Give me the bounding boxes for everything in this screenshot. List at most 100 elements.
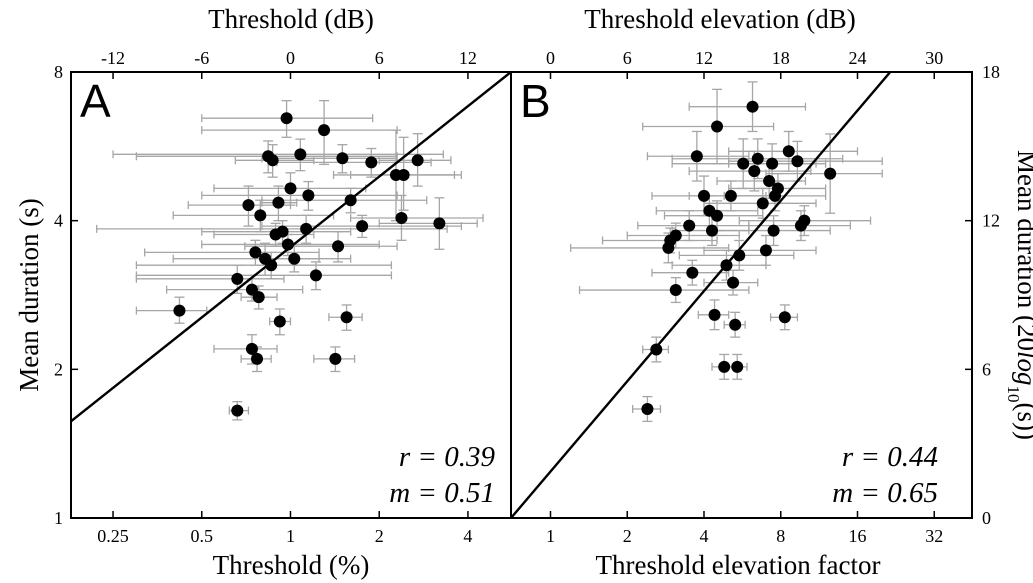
panel-a-top-axis-label: Threshold (dB) [208,4,374,34]
panel-b-top-tick-label-5: 24 [848,48,866,68]
panel-b-point-35 [782,145,795,158]
panel-a-errorbar-6 [213,334,278,365]
panel-a-point-4 [242,199,255,212]
panel-b-letter: B [520,75,551,127]
panel-b-point-19 [727,276,740,289]
panel-b-top-axis-label: Threshold elevation (dB) [584,4,855,34]
panel-b-point-34 [778,311,791,324]
panel-a-point-24 [300,222,313,235]
panel-b-top-tick-label-6: 30 [925,48,943,68]
panel-b-point-7 [683,219,696,232]
panel-a-point-21 [284,182,297,195]
panel-a-point-27 [318,124,331,137]
panel-b-point-21 [731,360,744,373]
panel-b-x-tick-label-4: 8 [776,526,785,546]
panel-b-frame [510,71,973,519]
panel-b-x-tick-label-3: 4 [699,526,708,546]
panel-b-point-23 [737,157,750,170]
panel-a-y-axis-label: Mean duration (s) [14,198,44,391]
panel-b-point-26 [751,152,764,165]
panel-b-top-tick-label-4: 18 [772,48,790,68]
panel-b-errorbar-39 [765,133,883,214]
panel-b-y-tick-label-3: 12 [982,211,1000,231]
panel-a-errorbar-39 [378,197,478,250]
panel-b-point-6 [669,229,682,242]
panel-b-point-25 [748,165,761,178]
panel-a-point-2 [231,404,244,417]
panel-a-x-tick-label-4: 2 [375,526,384,546]
panel-b-errorbar-3 [570,232,730,264]
panel-a-x-tick-label-3: 1 [286,526,295,546]
panel-a-point-17 [273,315,286,328]
panel-a-x-tick-label-1: 0.25 [97,526,129,546]
panel-a-point-9 [252,291,265,304]
panel-a-y-tick-label-4: 8 [54,62,63,82]
panel-a-point-16 [272,196,285,209]
panel-b-point-17 [720,259,733,272]
panel-a-point-37 [397,168,410,181]
panel-b-point-5 [669,284,682,297]
panel-a-y-tick-label-3: 4 [54,211,63,231]
panel-a-top-tick-label-2: -6 [194,48,209,68]
panel-a-point-20 [280,112,293,125]
panel-a-errorbar-23 [112,138,444,172]
panel-b-y-tick-label-4: 18 [982,62,1000,82]
panel-a-point-6 [245,342,258,355]
panel-a-errorbar-24 [96,214,448,244]
panel-a-top-tick-label-4: 6 [375,48,384,68]
panel-a-point-10 [254,209,267,222]
panel-b-point-10 [697,189,710,202]
panel-a-point-29 [332,240,345,253]
panel-b-point-13 [708,308,721,321]
panel-a-errorbar-13 [135,251,393,280]
panel-b-y-tick-label-1: 0 [982,508,991,528]
panel-a-errorbars [96,99,484,421]
panel-a-x-axis-label: Threshold (%) [213,550,370,580]
panel-b-point-29 [763,175,776,188]
panel-b-point-8 [686,266,699,279]
panel-a-top-tick-label-5: 12 [459,48,477,68]
panel-a-point-39 [433,217,446,230]
panel-b-top-tick-label-1: 0 [546,48,555,68]
panel-b-point-2 [650,343,663,356]
panel-a-point-22 [288,252,301,265]
panel-b-point-38 [798,214,811,227]
panel-b-point-24 [746,100,759,113]
panel-a-point-19 [281,238,294,251]
panel-a-point-1 [173,304,186,317]
panel-a-errorbar-36 [349,194,484,241]
panel-a-top-tick-label-3: 0 [286,48,295,68]
panel-a-errorbar-26 [135,261,393,291]
panel-b-point-18 [724,189,737,202]
panel-b-point-9 [690,150,703,163]
panel-b-errorbar-4 [601,227,718,254]
panel-b-m-annotation: m = 0.65 [832,477,938,509]
panel-b-fit-layer [511,72,892,518]
panel-a-point-14 [266,154,279,167]
panel-b-point-20 [729,318,742,331]
panel-a-points [173,112,446,417]
panel-b-fit-line [511,72,892,518]
panel-b-top-tick-label-3: 12 [695,48,713,68]
panel-a-point-34 [365,156,378,169]
panel-b-point-12 [706,224,719,237]
panel-a-letter: A [80,75,111,127]
panel-a-errorbar-30 [261,144,398,174]
panel-a-errorbar-25 [201,180,398,211]
panel-a-point-3 [231,272,244,285]
panel-b-points [641,100,837,415]
panel-b-top-tick-label-2: 6 [623,48,632,68]
panel-b-point-31 [767,224,780,237]
panel-a-y-tick-label-2: 2 [54,359,63,379]
panel-b-x-tick-label-1: 1 [546,526,555,546]
panel-b-r-annotation: r = 0.44 [842,441,938,473]
panel-a-y-tick-label-1: 1 [54,508,63,528]
panel-a-point-30 [336,152,349,165]
panel-a-point-25 [302,189,315,202]
panel-a-m-annotation: m = 0.51 [389,477,495,509]
panel-b-x-axis-label: Threshold elevation factor [596,550,881,580]
